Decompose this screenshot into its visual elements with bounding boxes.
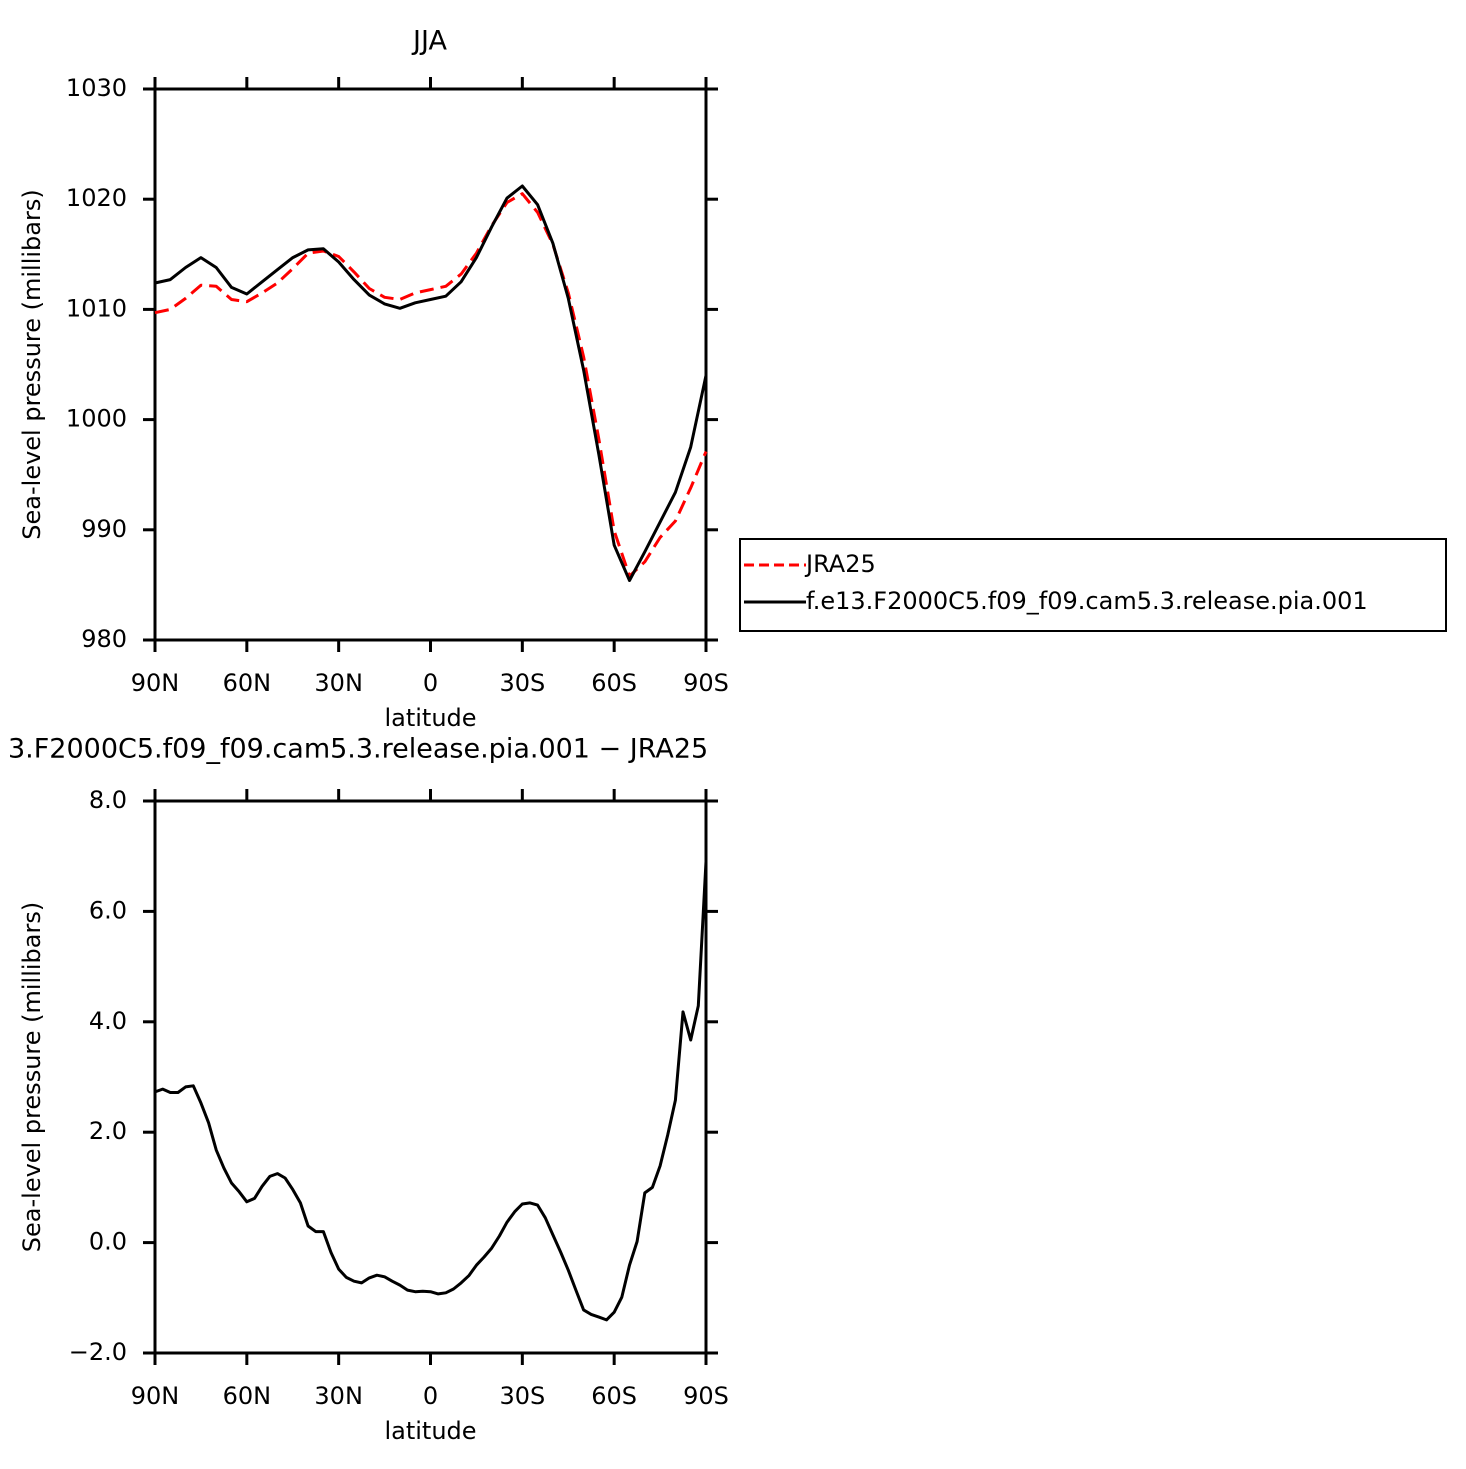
y-tick-label: 1030 [66, 74, 127, 102]
y-axis-label: Sea-level pressure (millibars) [18, 189, 46, 539]
x-tick-label: 60N [223, 1382, 272, 1410]
y-axis-label: Sea-level pressure (millibars) [18, 902, 46, 1252]
y-tick-label: 1020 [66, 184, 127, 212]
y-tick-label: 1010 [66, 294, 127, 322]
y-tick-label: 6.0 [89, 896, 127, 924]
x-tick-label: 90N [131, 1382, 180, 1410]
data-line [154, 861, 708, 1322]
y-tick-label: 8.0 [89, 786, 127, 814]
legend-label: f.e13.F2000C5.f09_f09.cam5.3.release.pia… [806, 587, 1368, 615]
legend-box [739, 538, 1447, 632]
chart-title: 3.F2000C5.f09_f09.cam5.3.release.pia.001… [8, 734, 708, 765]
x-tick-label: 30S [499, 1382, 545, 1410]
x-tick-label: 90N [131, 669, 180, 697]
y-tick-label: 2.0 [89, 1117, 127, 1145]
x-tick-label: 30N [314, 669, 363, 697]
x-tick-label: 60N [223, 669, 272, 697]
x-tick-label: 90S [683, 669, 729, 697]
y-tick-label: 980 [81, 625, 127, 653]
x-tick-label: 60S [591, 1382, 637, 1410]
y-tick-label: 990 [81, 515, 127, 543]
plot-frame [153, 799, 708, 1355]
data-line [154, 184, 708, 582]
y-tick-label: 4.0 [89, 1007, 127, 1035]
x-axis-label: latitude [384, 1417, 476, 1445]
legend-label: JRA25 [804, 550, 876, 578]
y-tick-label: 0.0 [89, 1228, 127, 1256]
chart-title: JJA [411, 26, 447, 57]
x-tick-label: 90S [683, 1382, 729, 1410]
x-axis-label: latitude [384, 704, 476, 732]
x-tick-label: 0 [423, 1382, 438, 1410]
x-tick-label: 30S [499, 669, 545, 697]
x-tick-label: 60S [591, 669, 637, 697]
x-tick-label: 0 [423, 669, 438, 697]
y-tick-label: −2.0 [69, 1338, 127, 1366]
data-line [154, 192, 708, 578]
x-tick-label: 30N [314, 1382, 363, 1410]
y-tick-label: 1000 [66, 405, 127, 433]
